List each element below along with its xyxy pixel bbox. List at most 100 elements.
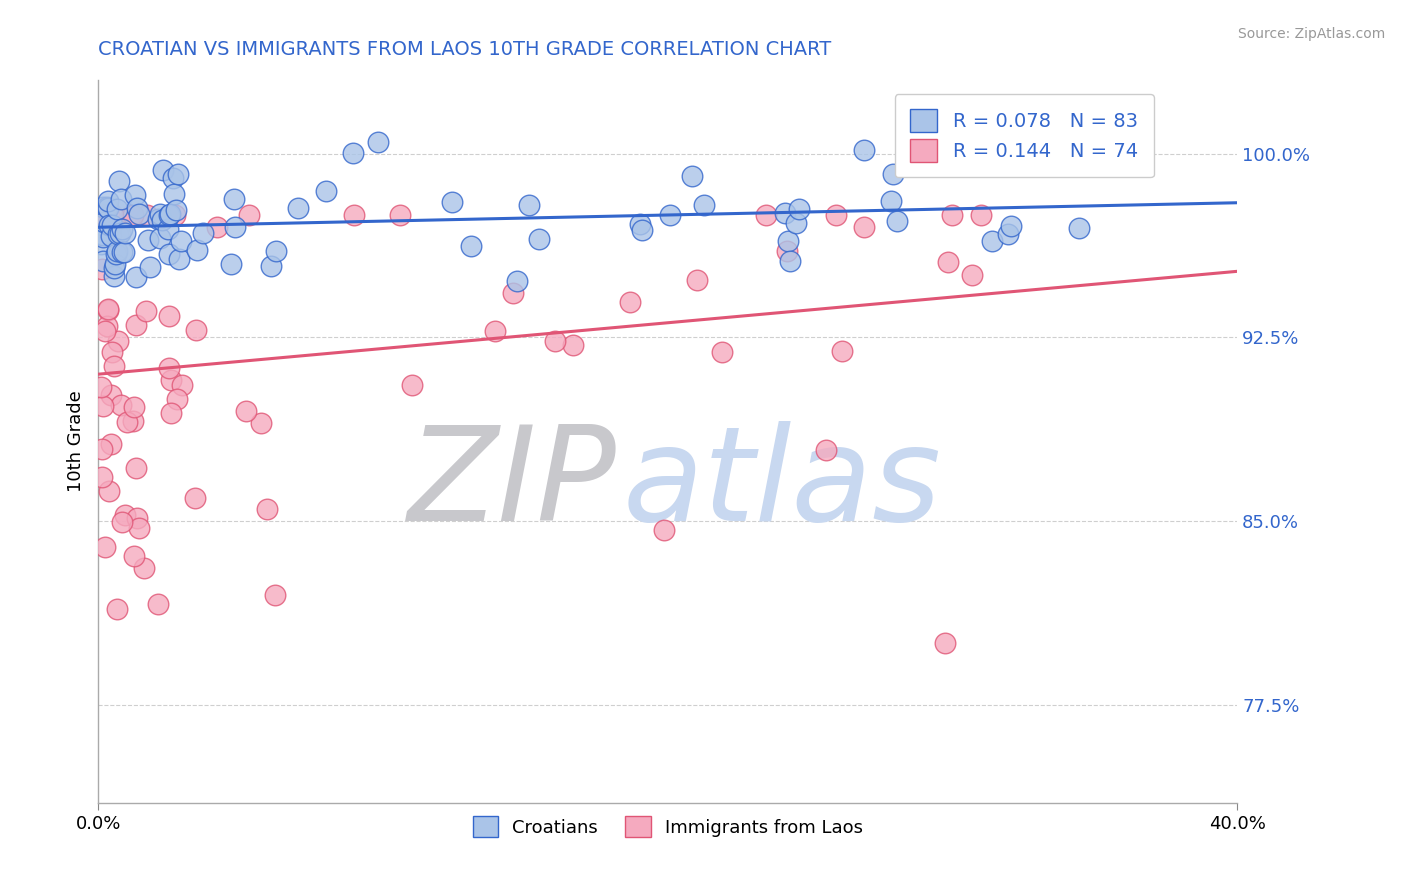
Point bbox=[103, 359, 125, 373]
Point bbox=[97, 194, 120, 209]
Point bbox=[93, 215, 115, 229]
Point bbox=[167, 252, 190, 266]
Point bbox=[170, 377, 193, 392]
Point bbox=[97, 484, 120, 499]
Point bbox=[166, 392, 188, 406]
Point bbox=[103, 208, 125, 222]
Point bbox=[124, 188, 146, 202]
Point bbox=[166, 167, 188, 181]
Point bbox=[100, 228, 122, 243]
Point bbox=[91, 200, 114, 214]
Point bbox=[107, 174, 129, 188]
Point bbox=[165, 202, 187, 217]
Point bbox=[110, 192, 132, 206]
Point bbox=[779, 254, 801, 268]
Point bbox=[97, 201, 120, 215]
Point bbox=[122, 414, 145, 428]
Point bbox=[825, 208, 848, 222]
Point bbox=[91, 469, 114, 483]
Point bbox=[205, 220, 228, 235]
Point bbox=[117, 415, 139, 429]
Point bbox=[960, 268, 983, 282]
Point bbox=[186, 243, 208, 257]
Point bbox=[941, 208, 963, 222]
Point bbox=[517, 198, 540, 212]
Point bbox=[149, 231, 172, 245]
Point bbox=[159, 207, 181, 221]
Point bbox=[886, 214, 908, 228]
Point bbox=[681, 169, 703, 183]
Point bbox=[127, 201, 149, 215]
Point bbox=[103, 268, 125, 283]
Point bbox=[100, 388, 122, 402]
Point bbox=[110, 227, 132, 241]
Point bbox=[90, 380, 112, 394]
Point bbox=[224, 193, 246, 207]
Point bbox=[163, 187, 186, 202]
Point bbox=[91, 442, 114, 456]
Point bbox=[773, 206, 796, 220]
Point bbox=[138, 234, 160, 248]
Point bbox=[506, 275, 529, 289]
Point bbox=[135, 208, 157, 222]
Point bbox=[543, 334, 565, 349]
Point bbox=[96, 200, 118, 214]
Point bbox=[105, 244, 128, 258]
Legend: Croatians, Immigrants from Laos: Croatians, Immigrants from Laos bbox=[465, 809, 870, 845]
Point bbox=[264, 588, 287, 602]
Point bbox=[658, 208, 681, 222]
Point bbox=[157, 309, 180, 323]
Point bbox=[107, 227, 129, 242]
Point bbox=[105, 247, 128, 261]
Point bbox=[122, 208, 145, 222]
Point bbox=[287, 201, 309, 215]
Point bbox=[120, 208, 142, 222]
Point bbox=[94, 540, 117, 554]
Text: atlas: atlas bbox=[623, 421, 941, 549]
Point bbox=[997, 227, 1019, 241]
Point bbox=[91, 253, 114, 268]
Point bbox=[342, 146, 364, 161]
Point bbox=[152, 163, 174, 178]
Point bbox=[315, 184, 337, 198]
Point bbox=[367, 135, 389, 149]
Point bbox=[502, 285, 524, 300]
Point bbox=[100, 437, 122, 451]
Point bbox=[111, 244, 134, 259]
Point bbox=[114, 226, 136, 240]
Point bbox=[159, 208, 181, 222]
Point bbox=[692, 197, 714, 211]
Point bbox=[157, 246, 180, 260]
Point bbox=[631, 223, 654, 237]
Point bbox=[165, 208, 187, 222]
Point bbox=[484, 324, 506, 338]
Point bbox=[529, 232, 551, 246]
Point bbox=[710, 344, 733, 359]
Point bbox=[97, 301, 120, 316]
Point bbox=[755, 208, 778, 222]
Point bbox=[125, 269, 148, 284]
Point bbox=[460, 239, 482, 253]
Point bbox=[128, 521, 150, 535]
Point bbox=[125, 318, 148, 332]
Point bbox=[936, 255, 959, 269]
Point bbox=[124, 461, 146, 475]
Point bbox=[981, 234, 1004, 248]
Point bbox=[170, 234, 193, 248]
Point bbox=[882, 167, 904, 181]
Point bbox=[266, 244, 288, 258]
Point bbox=[191, 226, 214, 240]
Point bbox=[224, 219, 246, 234]
Point bbox=[107, 334, 129, 348]
Point bbox=[775, 244, 797, 258]
Point bbox=[91, 227, 114, 241]
Point bbox=[128, 207, 150, 221]
Point bbox=[150, 213, 173, 227]
Point bbox=[110, 398, 132, 412]
Point bbox=[686, 273, 709, 287]
Point bbox=[122, 549, 145, 564]
Point bbox=[880, 194, 903, 209]
Point bbox=[440, 194, 463, 209]
Point bbox=[235, 404, 257, 418]
Point bbox=[260, 259, 283, 273]
